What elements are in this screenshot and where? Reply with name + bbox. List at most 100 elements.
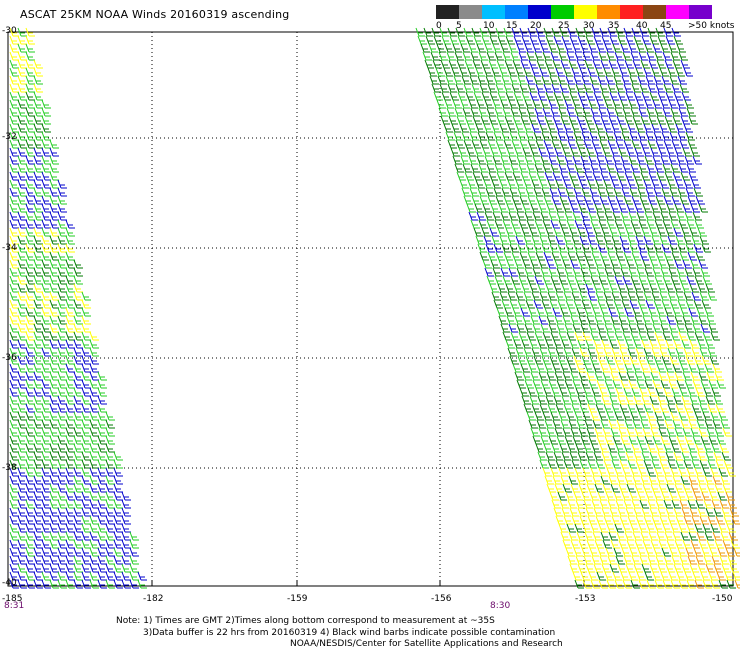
wind-barb [664, 475, 674, 485]
wind-barb [630, 51, 640, 61]
wind-barb [544, 419, 554, 429]
wind-barb [618, 483, 628, 493]
wind-barb [625, 563, 635, 573]
wind-barb [566, 331, 576, 341]
wind-barb [81, 411, 91, 421]
wind-barb [575, 555, 585, 565]
wind-barb [17, 107, 27, 117]
wind-barb [97, 571, 107, 581]
wind-barb [577, 507, 587, 517]
wind-barb [476, 211, 486, 221]
wind-barb [653, 131, 663, 141]
wind-barb [579, 347, 589, 357]
wind-barb [49, 427, 59, 437]
wind-barb [598, 107, 608, 117]
wind-barb [467, 179, 477, 189]
wind-barb [470, 107, 480, 117]
wind-barb [661, 187, 671, 197]
wind-barb [597, 355, 607, 365]
wind-barb [121, 531, 131, 541]
wind-barb [532, 155, 542, 165]
wind-barb [692, 435, 702, 445]
wind-barb [670, 51, 680, 61]
wind-barb [105, 419, 115, 429]
wind-barb [568, 171, 578, 181]
wind-barb [597, 547, 607, 557]
wind-barb [657, 395, 667, 405]
wind-barb [562, 259, 572, 269]
wind-barb [509, 355, 519, 365]
wind-barb [689, 283, 699, 293]
wind-barb [654, 411, 664, 421]
wind-barb [470, 51, 480, 61]
wind-barb [621, 75, 631, 85]
wind-barb [544, 115, 554, 125]
wind-barb [429, 75, 439, 85]
wind-barb [569, 507, 579, 517]
wind-barb [610, 259, 620, 269]
wind-barb [542, 467, 552, 477]
wind-barb [469, 75, 479, 85]
wind-barb [57, 571, 67, 581]
wind-barb [41, 467, 51, 477]
wind-barb [629, 75, 639, 85]
wind-barb [560, 59, 570, 69]
wind-barb [660, 435, 670, 445]
wind-barb [598, 523, 608, 533]
wind-barb [673, 91, 683, 101]
wind-barb [49, 267, 59, 277]
wind-barb [81, 387, 91, 397]
wind-barb [605, 547, 615, 557]
wind-barb [637, 299, 647, 309]
wind-barb [654, 331, 664, 341]
wind-barb [89, 547, 99, 557]
wind-barb [536, 59, 546, 69]
wind-barb [646, 579, 656, 589]
wind-barb [478, 107, 488, 117]
wind-barb [528, 419, 538, 429]
wind-barb [712, 363, 722, 373]
wind-barb [704, 531, 714, 541]
wind-barb [670, 107, 680, 117]
wind-barb [640, 475, 650, 485]
wind-barb [500, 43, 510, 53]
wind-barb [726, 467, 736, 477]
wind-barb [17, 147, 27, 157]
wind-barb [49, 323, 59, 333]
wind-barb [614, 579, 624, 589]
wind-barb [464, 115, 474, 125]
wind-barb [559, 139, 569, 149]
wind-barb [548, 211, 558, 221]
wind-barb [649, 339, 659, 349]
wind-barb [455, 27, 465, 37]
wind-barb [678, 331, 688, 341]
wind-barb [634, 427, 644, 437]
wind-barb [628, 211, 638, 221]
wind-barb [487, 251, 497, 261]
wind-barb [577, 339, 587, 349]
wind-barb [593, 507, 603, 517]
wind-barb [649, 507, 659, 517]
wind-barb [672, 115, 682, 125]
wind-barb [427, 67, 437, 77]
wind-barb [33, 531, 43, 541]
wind-barb [698, 371, 708, 381]
wind-barb [65, 339, 75, 349]
wind-barb [424, 59, 434, 69]
wind-barb [690, 371, 700, 381]
wind-barb [717, 491, 727, 501]
wind-barb [656, 419, 666, 429]
wind-barb [678, 467, 688, 477]
wind-barb [137, 579, 147, 589]
wind-barb [552, 115, 562, 125]
wind-barb [701, 491, 711, 501]
wind-barb [113, 459, 123, 469]
wind-barb [614, 275, 624, 285]
wind-barb [57, 259, 67, 269]
wind-barb [676, 155, 686, 165]
wind-barb [636, 43, 646, 53]
wind-barb [33, 123, 43, 133]
wind-barb [513, 283, 523, 293]
colorbar-swatch [620, 5, 643, 19]
wind-barb [73, 363, 83, 373]
